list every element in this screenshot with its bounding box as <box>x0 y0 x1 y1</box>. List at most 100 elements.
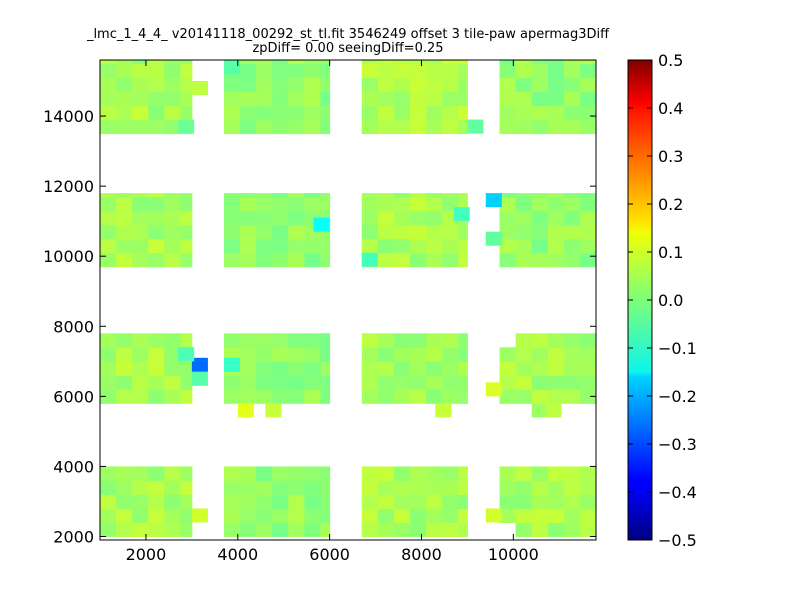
heatmap-cell <box>515 347 533 362</box>
heatmap-cell <box>304 91 321 107</box>
heatmap-cell <box>148 466 165 481</box>
heatmap-outlier-cell <box>361 252 378 267</box>
heatmap-cell <box>320 119 331 135</box>
heatmap-outlier-cell <box>467 119 484 134</box>
heatmap-cell <box>531 347 549 362</box>
heatmap-cell <box>116 389 133 404</box>
heatmap-cell <box>361 522 379 537</box>
heatmap-cell <box>442 375 459 390</box>
heatmap-outlier-cell <box>531 403 548 418</box>
heatmap-cell <box>288 375 305 390</box>
heatmap-cell <box>320 224 331 240</box>
heatmap-cell <box>426 91 443 107</box>
heatmap-cell <box>458 91 468 107</box>
heatmap-cell <box>361 508 379 523</box>
heatmap-cell <box>547 494 565 509</box>
heatmap-outlier-cell <box>265 403 282 418</box>
heatmap-cell <box>531 196 549 212</box>
heatmap-cell <box>224 389 241 404</box>
heatmap-cell <box>499 193 517 198</box>
chart-title-line2: zpDiff= 0.00 seeingDiff=0.25 <box>252 41 443 56</box>
heatmap-cell <box>531 389 549 404</box>
heatmap-cell <box>547 522 565 537</box>
heatmap-cell <box>410 480 427 495</box>
heatmap-cell <box>164 466 181 481</box>
heatmap-cell <box>224 238 241 254</box>
heatmap-cell <box>288 466 305 481</box>
heatmap-cell <box>164 480 181 495</box>
heatmap-cell <box>320 91 331 107</box>
heatmap-cell <box>100 193 117 198</box>
heatmap-cell <box>240 105 257 121</box>
heatmap-cell <box>164 105 181 121</box>
heatmap-cell <box>272 224 289 240</box>
heatmap-cell <box>256 63 273 79</box>
heatmap-cell <box>393 238 411 254</box>
heatmap-cell <box>116 494 133 509</box>
heatmap-cell <box>410 494 427 509</box>
heatmap-cell <box>180 522 193 537</box>
heatmap-cell <box>320 252 331 268</box>
heatmap-cell <box>100 333 117 348</box>
heatmap-cell <box>100 389 117 404</box>
colorbar-tick-label: 0.0 <box>658 291 683 310</box>
heatmap-cell <box>256 224 273 240</box>
heatmap-cell <box>563 193 581 198</box>
heatmap-cell <box>164 361 181 376</box>
heatmap-cell <box>164 389 181 404</box>
heatmap-cell <box>116 105 133 121</box>
heatmap-cell <box>288 508 305 523</box>
heatmap-cell <box>579 224 596 240</box>
heatmap-cell <box>442 333 459 348</box>
heatmap-cell <box>515 77 533 93</box>
heatmap-cell <box>410 238 427 254</box>
heatmap-cell <box>320 196 331 212</box>
heatmap-cell <box>377 119 395 135</box>
heatmap-cell <box>579 466 596 481</box>
heatmap-cell <box>148 252 165 268</box>
heatmap-cell <box>116 193 133 198</box>
heatmap-outlier-cell <box>178 119 195 134</box>
heatmap-cell <box>224 466 241 481</box>
heatmap-cell <box>180 60 193 65</box>
heatmap-cell <box>240 347 257 362</box>
heatmap-cell <box>579 60 596 65</box>
heatmap-cell <box>224 196 241 212</box>
heatmap-cell <box>442 238 459 254</box>
heatmap-cell <box>458 494 468 509</box>
heatmap-outlier-cell <box>191 371 208 386</box>
heatmap-cell <box>320 508 331 523</box>
y-tick-label: 14000 <box>43 107 94 126</box>
heatmap-cell <box>515 119 533 135</box>
heatmap-cell <box>148 196 165 212</box>
heatmap-cell <box>426 252 443 268</box>
heatmap-cell <box>240 119 257 135</box>
heatmap-cell <box>240 389 257 404</box>
heatmap-cell <box>164 224 181 240</box>
heatmap-cell <box>377 105 395 121</box>
heatmap-cell <box>377 333 395 348</box>
heatmap-cell <box>180 508 193 523</box>
heatmap-cell <box>288 60 305 65</box>
heatmap-cell <box>320 105 331 121</box>
heatmap-cell <box>320 238 331 254</box>
heatmap-cell <box>100 77 117 93</box>
heatmap-cell <box>132 210 149 226</box>
heatmap-cell <box>426 389 443 404</box>
heatmap-cell <box>148 333 165 348</box>
heatmap-cell <box>304 466 321 481</box>
heatmap-cell <box>410 389 427 404</box>
heatmap-cell <box>393 522 411 537</box>
heatmap-cell <box>579 193 596 198</box>
colorbar-tick-label: −0.5 <box>658 531 697 550</box>
heatmap-cell <box>180 480 193 495</box>
heatmap-outlier-cell <box>178 347 195 362</box>
heatmap-cell <box>547 60 565 65</box>
heatmap-cell <box>547 193 565 198</box>
heatmap-cell <box>515 361 533 376</box>
heatmap-cell <box>426 196 443 212</box>
chart-title-line1: _lmc_1_4_4_ v20141118_00292_st_tl.fit 35… <box>86 27 610 42</box>
heatmap-cell <box>547 210 565 226</box>
heatmap-cell <box>361 196 379 212</box>
